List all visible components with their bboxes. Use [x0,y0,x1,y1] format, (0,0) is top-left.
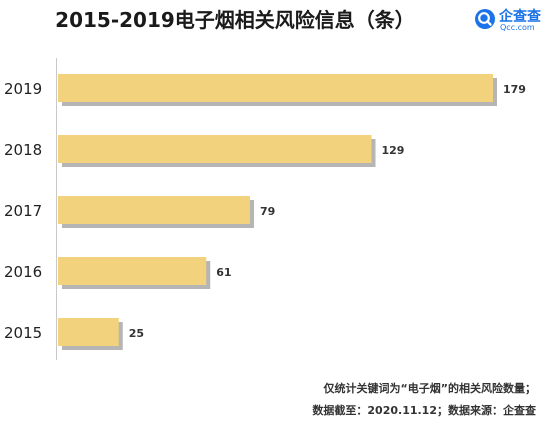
logo-name-en: Qcc.com [500,23,535,32]
y-axis-line [56,58,57,360]
bar-2018 [58,135,372,163]
category-label-2019: 2019 [4,80,42,98]
logo-name-cn: 企查查 [499,9,541,25]
bar-2016 [58,257,207,285]
footnote-scope: 仅统计关键词为“电子烟”的相关风险数量； [323,382,536,395]
footnote-source: 数据截至：2020.11.12；数据来源：企查查 [312,404,536,417]
value-label-2016: 61 [216,266,231,279]
value-label-2017: 79 [260,205,275,218]
value-label-2019: 179 [503,83,526,96]
bar-2015 [58,318,119,346]
category-label-2015: 2015 [4,324,42,342]
value-label-2018: 129 [381,144,404,157]
bar-2019 [58,74,493,102]
chart-title: 2015-2019电子烟相关风险信息（条） [55,8,415,32]
value-label-2015: 25 [129,327,144,340]
bar-2017 [58,196,250,224]
category-label-2017: 2017 [4,202,42,220]
brand-logo: 企查查 Qcc.com [474,6,548,34]
category-label-2016: 2016 [4,263,42,281]
category-label-2018: 2018 [4,141,42,159]
qcc-logo-icon [475,9,495,29]
